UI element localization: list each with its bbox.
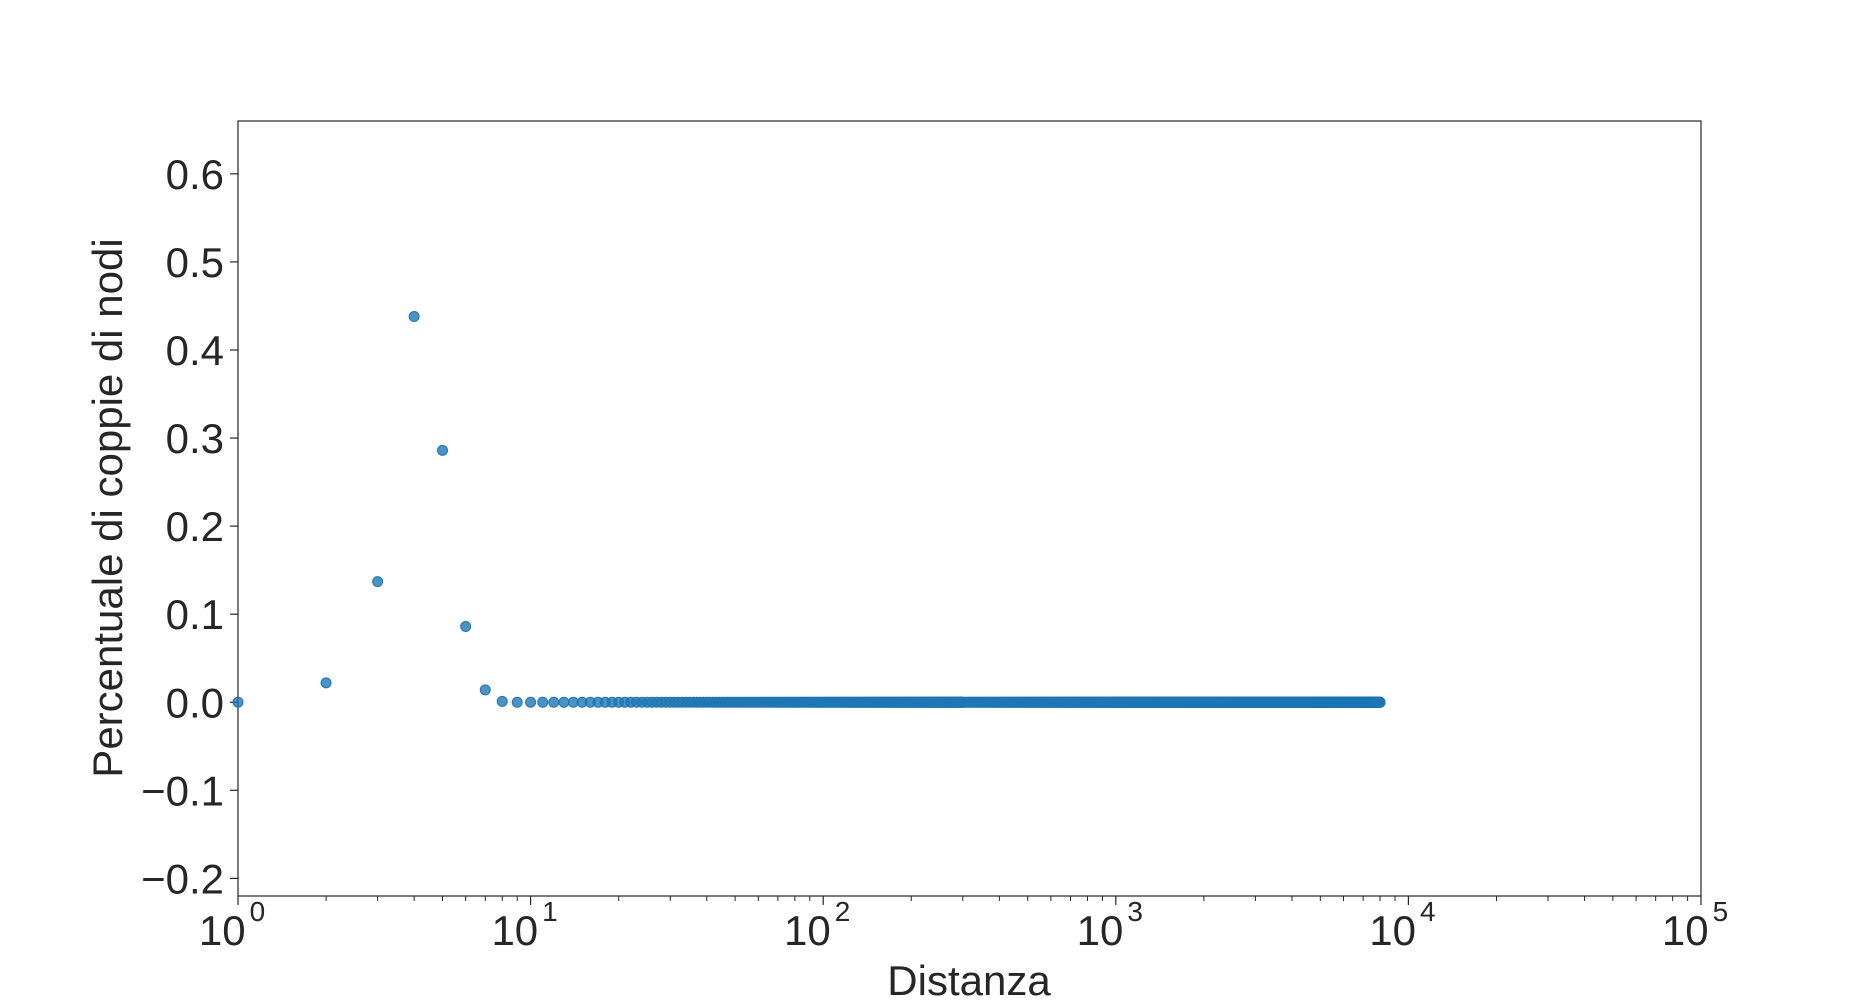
x-tick-base: 10 [1077,907,1124,954]
plot-area [237,120,1702,897]
data-point [320,677,332,689]
x-tick-base: 10 [784,907,831,954]
y-tick-label: 0.1 [166,591,224,638]
x-axis: 10 0 10 1 10 2 10 3 10 4 10 5 [199,896,1728,954]
x-tick-exponent: 0 [250,896,266,927]
y-tick-label: 0.4 [166,327,224,374]
x-tick-base: 10 [491,907,538,954]
y-tick-label: 0.0 [166,679,224,726]
data-point [408,311,420,323]
y-tick-label: 0.3 [166,415,224,462]
x-tick-label: 10 2 [784,896,850,954]
x-tick-label: 10 0 [199,896,265,954]
y-tick-label: 0.2 [166,503,224,550]
x-axis-title: Distanza [887,957,1051,1000]
x-tick-label: 10 5 [1662,896,1728,954]
y-axis-title: Percentuale di coppie di nodi [84,238,131,777]
data-point [479,684,491,696]
y-tick-label: −0.2 [141,855,224,902]
data-point [496,695,508,707]
data-point [372,576,384,588]
data-point [232,696,244,708]
y-tick-label: 0.5 [166,239,224,286]
x-tick-label: 10 3 [1077,896,1143,954]
x-tick-base: 10 [1369,907,1416,954]
x-tick-exponent: 4 [1420,896,1436,927]
y-axis: 0.6 0.5 0.4 0.3 0.2 0.1 0.0 −0.1 −0.2 [141,151,238,902]
x-tick-label: 10 4 [1369,896,1435,954]
data-point [460,621,472,633]
data-point-tail [558,696,570,708]
data-point-tail [1374,696,1386,708]
data-points [232,311,1386,708]
x-tick-base: 10 [1662,907,1709,954]
x-tick-exponent: 5 [1713,896,1729,927]
x-tick-exponent: 1 [542,896,558,927]
x-tick-label: 10 1 [491,896,557,954]
y-tick-label: −0.1 [141,767,224,814]
data-point-tail [511,696,523,708]
data-point-tail [525,696,537,708]
x-tick-exponent: 2 [835,896,851,927]
x-tick-base: 10 [199,907,246,954]
data-point-tail [548,696,560,708]
data-point-tail [537,696,549,708]
data-point [437,444,449,456]
y-tick-label: 0.6 [166,151,224,198]
x-tick-exponent: 3 [1127,896,1143,927]
